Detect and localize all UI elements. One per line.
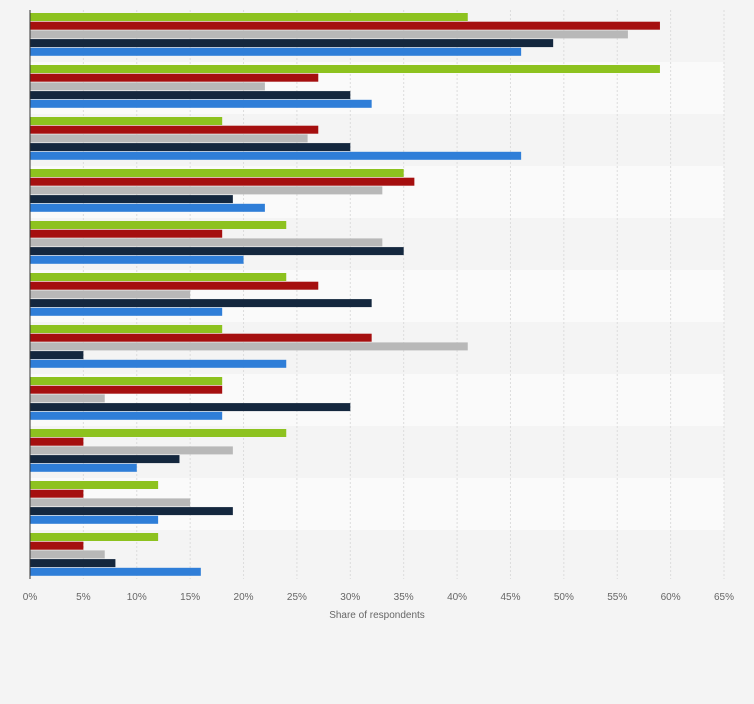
- x-tick-label: 35%: [394, 592, 414, 603]
- bar: [30, 481, 159, 489]
- bar: [30, 13, 468, 21]
- bar: [30, 221, 287, 229]
- bar: [30, 65, 660, 73]
- bar: [30, 290, 191, 299]
- bar: [30, 169, 404, 177]
- bar: [30, 143, 351, 152]
- bar: [30, 186, 383, 195]
- bar: [30, 21, 660, 30]
- bar: [30, 541, 84, 550]
- x-tick-label: 40%: [447, 592, 467, 603]
- bar: [30, 134, 308, 143]
- bar: [30, 47, 522, 56]
- bar: [30, 411, 223, 420]
- bar: [30, 247, 404, 256]
- bar: [30, 498, 191, 507]
- x-tick-label: 45%: [500, 592, 520, 603]
- bar: [30, 429, 287, 437]
- bar: [30, 82, 265, 91]
- bar: [30, 325, 223, 333]
- bar: [30, 489, 84, 498]
- x-tick-label: 10%: [127, 592, 147, 603]
- x-axis-label: Share of respondents: [329, 610, 425, 621]
- bar: [30, 333, 372, 342]
- bar: [30, 385, 223, 394]
- bar: [30, 394, 105, 403]
- x-tick-label: 50%: [554, 592, 574, 603]
- bar: [30, 455, 180, 464]
- x-tick-label: 20%: [234, 592, 254, 603]
- bar: [30, 307, 223, 316]
- x-tick-label: 60%: [661, 592, 681, 603]
- x-tick-label: 25%: [287, 592, 307, 603]
- bar: [30, 273, 287, 281]
- bar: [30, 195, 233, 204]
- bar: [30, 507, 233, 516]
- bar: [30, 203, 265, 212]
- x-tick-label: 15%: [180, 592, 200, 603]
- bar: [30, 515, 159, 524]
- bar: [30, 73, 319, 82]
- x-tick-label: 55%: [607, 592, 627, 603]
- bar: [30, 437, 84, 446]
- bar: [30, 255, 244, 264]
- bar: [30, 299, 372, 308]
- bar: [30, 559, 116, 568]
- bar: [30, 281, 319, 290]
- bar: [30, 91, 351, 100]
- bar: [30, 39, 554, 48]
- bar: [30, 342, 468, 351]
- bar: [30, 359, 287, 368]
- bar: [30, 125, 319, 134]
- bar: [30, 117, 223, 125]
- bar: [30, 550, 105, 559]
- bars: [30, 13, 660, 576]
- bar: [30, 351, 84, 360]
- bar: [30, 403, 351, 412]
- bar: [30, 238, 383, 247]
- x-tick-label: 5%: [76, 592, 91, 603]
- bar: [30, 377, 223, 385]
- bar: [30, 567, 201, 576]
- bar: [30, 533, 159, 541]
- bar: [30, 229, 223, 238]
- bar: [30, 99, 372, 108]
- x-tick-labels: 0% 5% 10% 15% 20% 25% 30% 35% 40% 45% 50% 55% 60% 65%: [23, 592, 734, 603]
- x-tick-label: 65%: [714, 592, 734, 603]
- bar: [30, 151, 522, 160]
- bar: [30, 463, 137, 472]
- bar: [30, 30, 628, 39]
- bar: [30, 177, 415, 186]
- x-tick-label: 0%: [23, 592, 38, 603]
- x-tick-label: 30%: [340, 592, 360, 603]
- bar: [30, 446, 233, 455]
